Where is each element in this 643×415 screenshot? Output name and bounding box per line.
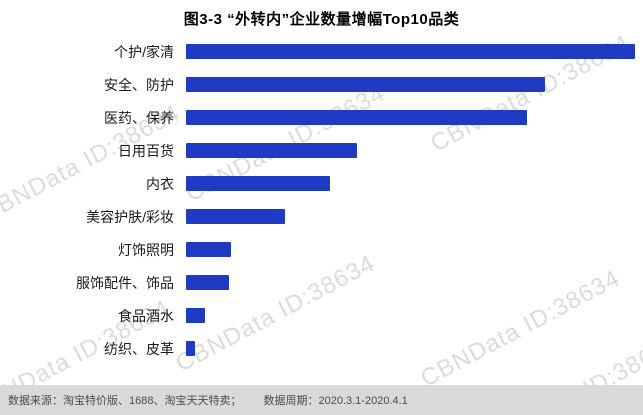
bar-track [186, 209, 635, 224]
bar [186, 176, 330, 191]
data-period-text: 数据周期：2020.3.1-2020.4.1 [263, 395, 408, 407]
bar-row: 内衣 [0, 167, 643, 200]
category-label: 美容护肤/彩妆 [86, 208, 174, 225]
footer: 数据来源：淘宝特价版、1688、淘宝天天特卖； 数据周期：2020.3.1-20… [0, 385, 643, 415]
bar-track [186, 341, 635, 356]
category-label: 服饰配件、饰品 [76, 274, 174, 291]
category-label: 内衣 [146, 175, 174, 192]
bar-track [186, 308, 635, 323]
category-label: 安全、防护 [104, 76, 174, 93]
bar [186, 242, 231, 257]
bar-row: 纺织、皮革 [0, 332, 643, 365]
category-label: 医药、保养 [104, 109, 174, 126]
category-label: 灯饰照明 [118, 241, 174, 258]
bar-row: 安全、防护 [0, 68, 643, 101]
bar-row: 个护/家清 [0, 35, 643, 68]
bar-track [186, 77, 635, 92]
bar-track [186, 176, 635, 191]
bar [186, 209, 285, 224]
category-label: 个护/家清 [114, 43, 174, 60]
bar-track [186, 242, 635, 257]
bar-row: 医药、保养 [0, 101, 643, 134]
bar [186, 110, 528, 125]
bar-track [186, 44, 635, 59]
bar-chart-rows: 个护/家清安全、防护医药、保养日用百货内衣美容护肤/彩妆灯饰照明服饰配件、饰品食… [0, 35, 643, 365]
bar-chart: 个护/家清安全、防护医药、保养日用百货内衣美容护肤/彩妆灯饰照明服饰配件、饰品食… [0, 35, 643, 365]
bar [186, 308, 206, 323]
chart-title: 图3-3 “外转内”企业数量增幅Top10品类 [183, 11, 460, 28]
bar-row: 服饰配件、饰品 [0, 266, 643, 299]
bar-row: 食品酒水 [0, 299, 643, 332]
bar-row: 灯饰照明 [0, 233, 643, 266]
bar [186, 143, 357, 158]
bar-track [186, 110, 635, 125]
bar [186, 44, 635, 59]
bar-track [186, 143, 635, 158]
bar [186, 341, 195, 356]
bar [186, 77, 546, 92]
bar-row: 美容护肤/彩妆 [0, 200, 643, 233]
data-source-text: 数据来源：淘宝特价版、1688、淘宝天天特卖； [8, 395, 242, 407]
bar [186, 275, 229, 290]
category-label: 日用百货 [118, 142, 174, 159]
category-label: 纺织、皮革 [104, 340, 174, 357]
bar-row: 日用百货 [0, 134, 643, 167]
bar-track [186, 275, 635, 290]
category-label: 食品酒水 [118, 307, 174, 324]
